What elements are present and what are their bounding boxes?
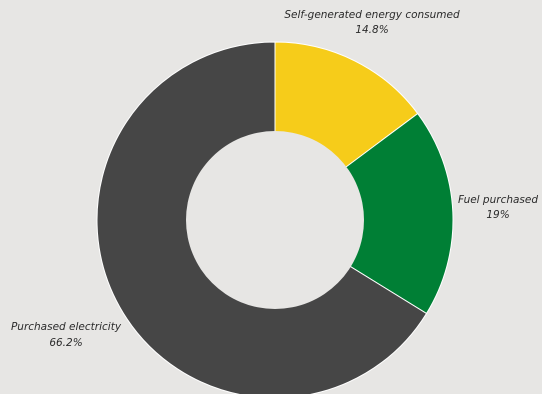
label-purchased-electricity-name: Purchased electricity	[11, 321, 122, 333]
label-purchased-electricity-value: 66.2%	[49, 337, 82, 349]
label-fuel-purchased-value: 19%	[486, 209, 509, 221]
donut-hole	[186, 131, 364, 309]
label-self-generated-value: 14.8%	[355, 24, 388, 36]
slice-fuel-purchased	[274, 112, 454, 315]
label-self-generated-name: Self-generated energy consumed	[284, 9, 460, 21]
label-fuel-purchased-name: Fuel purchased	[458, 194, 538, 206]
